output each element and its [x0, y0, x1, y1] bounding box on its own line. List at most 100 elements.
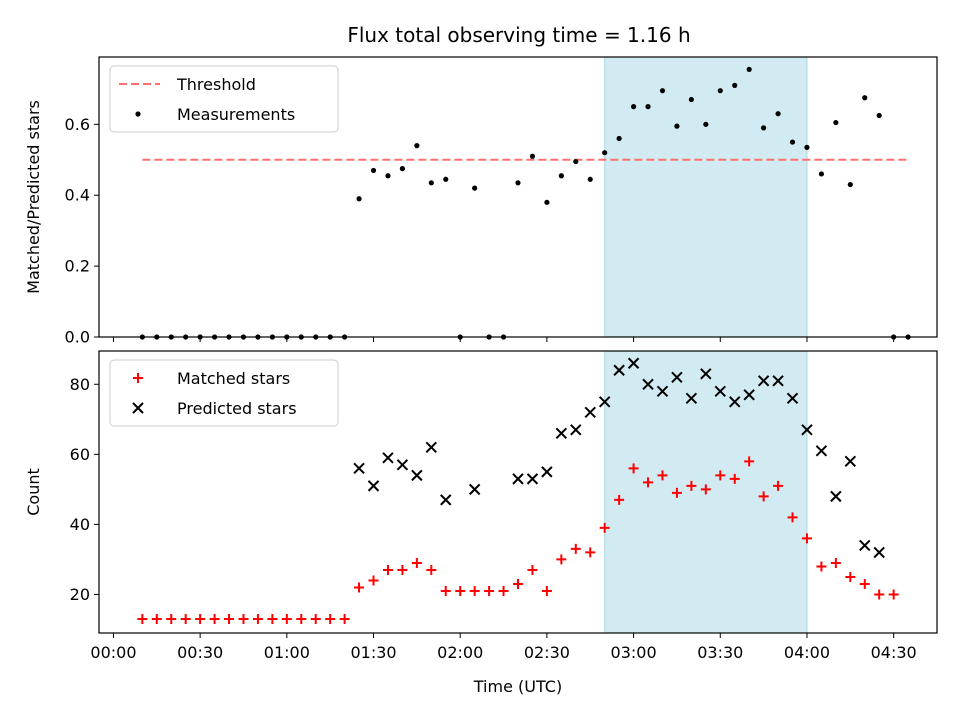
- bottom-panel: 20 40 60 80 00:00 00:30 01:00 01:30 02:00 02:30 03…: [24, 350, 938, 662]
- legend-predicted-marker: [132, 402, 144, 414]
- matched-star-point: [296, 613, 307, 624]
- x-tick-label: 01:30: [350, 643, 396, 662]
- matched-star-point: [354, 582, 365, 593]
- x-tick-label: 00:30: [177, 643, 223, 662]
- predicted-star-point: [786, 392, 799, 404]
- measurement-point: [587, 176, 593, 182]
- matched-star-point: [773, 480, 784, 491]
- measurement-point: [833, 119, 839, 126]
- matched-star-point: [801, 533, 812, 544]
- predicted-star-point: [801, 424, 813, 436]
- matched-star-point: [397, 564, 408, 575]
- legend-matched-marker: [133, 373, 143, 383]
- matched-star-point: [137, 613, 148, 624]
- chart-title: Flux total observing time = 1.16 h: [347, 23, 690, 47]
- predicted-star-point: [570, 424, 582, 436]
- matched-star-point: [744, 456, 755, 467]
- matched-star-point: [224, 613, 235, 624]
- top-panel: 0.0 0.2 0.4 0.6 Matched/Predicted stars Thres…: [24, 56, 938, 347]
- matched-star-point: [513, 578, 523, 589]
- y-tick-label: 0.0: [65, 328, 90, 347]
- matched-star-point: [440, 585, 451, 596]
- matched-star-point: [339, 613, 350, 624]
- matched-star-point: [166, 613, 177, 624]
- measurement-point: [674, 123, 680, 129]
- y-tick-label: 60: [70, 445, 90, 464]
- predicted-star-point: [411, 469, 423, 482]
- predicted-star-point: [613, 364, 625, 376]
- measurement-point: [356, 196, 362, 202]
- matched-star-point: [874, 589, 885, 600]
- measurement-point: [659, 88, 666, 94]
- measurement-point: [573, 158, 579, 165]
- matched-star-point: [729, 473, 740, 484]
- predicted-star-point: [873, 546, 885, 559]
- measurement-point: [558, 173, 564, 179]
- matched-star-point: [469, 585, 480, 596]
- measurement-point: [876, 112, 882, 119]
- measurement-point: [399, 166, 406, 172]
- matched-star-point: [368, 575, 379, 586]
- measurement-point: [370, 167, 377, 174]
- measurement-point: [443, 176, 449, 182]
- predicted-star-point: [584, 406, 596, 419]
- matched-star-point: [845, 571, 856, 582]
- matched-star-point: [859, 578, 870, 589]
- observing-window-span: [604, 56, 808, 338]
- measurement-point: [472, 185, 478, 191]
- x-tick-label: 00:00: [90, 643, 136, 662]
- predicted-star-point: [367, 480, 380, 492]
- predicted-star-point: [671, 371, 683, 383]
- predicted-star-point: [526, 473, 539, 485]
- predicted-star-point: [859, 539, 871, 552]
- measurement-point: [385, 173, 391, 179]
- matched-star-point: [787, 512, 798, 523]
- matched-star-point: [599, 522, 610, 533]
- matched-star-point: [238, 613, 249, 624]
- x-tick-label: 03:00: [611, 643, 657, 662]
- legend-label: Threshold: [176, 75, 256, 94]
- predicted-star-point: [555, 427, 568, 440]
- legend-box: [109, 65, 339, 133]
- plot-frame: [98, 56, 938, 338]
- measurement-point: [414, 143, 420, 149]
- predicted-star-point: [642, 378, 654, 390]
- predicted-star-point: [627, 357, 640, 369]
- measurement-point: [804, 144, 810, 150]
- matched-star-point: [498, 585, 509, 596]
- measurement-point: [428, 180, 434, 186]
- measurement-point: [775, 111, 781, 117]
- matched-star-point: [484, 585, 495, 596]
- matched-star-point: [614, 494, 625, 505]
- predicted-star-point: [757, 375, 770, 387]
- predicted-star-point: [844, 455, 857, 468]
- matched-star-point: [628, 463, 639, 474]
- x-tick-label: 01:00: [264, 643, 310, 662]
- measurement-point: [544, 199, 550, 205]
- y-tick-label: 0.2: [65, 257, 90, 276]
- x-tick-label: 02:30: [524, 643, 570, 662]
- predicted-star-point: [729, 396, 741, 408]
- predicted-star-point: [512, 473, 524, 485]
- predicted-star-point: [425, 441, 438, 454]
- matched-star-point: [585, 547, 596, 558]
- predicted-star-point: [743, 389, 755, 401]
- measurement-point: [847, 181, 853, 188]
- x-tick-label: 04:00: [784, 643, 830, 662]
- matched-star-point: [715, 470, 726, 481]
- measurement-point: [862, 95, 868, 101]
- y-tick-label: 80: [70, 375, 90, 394]
- measurement-point: [717, 88, 723, 94]
- predicted-star-point: [598, 396, 611, 408]
- matched-star-point: [411, 557, 422, 568]
- measurement-point: [703, 121, 709, 127]
- matched-star-point: [455, 585, 466, 596]
- predicted-star-point: [468, 483, 481, 496]
- matched-star-point: [758, 491, 769, 502]
- predicted-star-point: [700, 368, 712, 380]
- matched-star-point: [267, 613, 278, 624]
- measurement-point: [515, 180, 521, 186]
- y-tick-label: 0.4: [65, 186, 90, 205]
- predicted-star-point: [440, 494, 452, 506]
- x-tick-label: 03:30: [697, 643, 743, 662]
